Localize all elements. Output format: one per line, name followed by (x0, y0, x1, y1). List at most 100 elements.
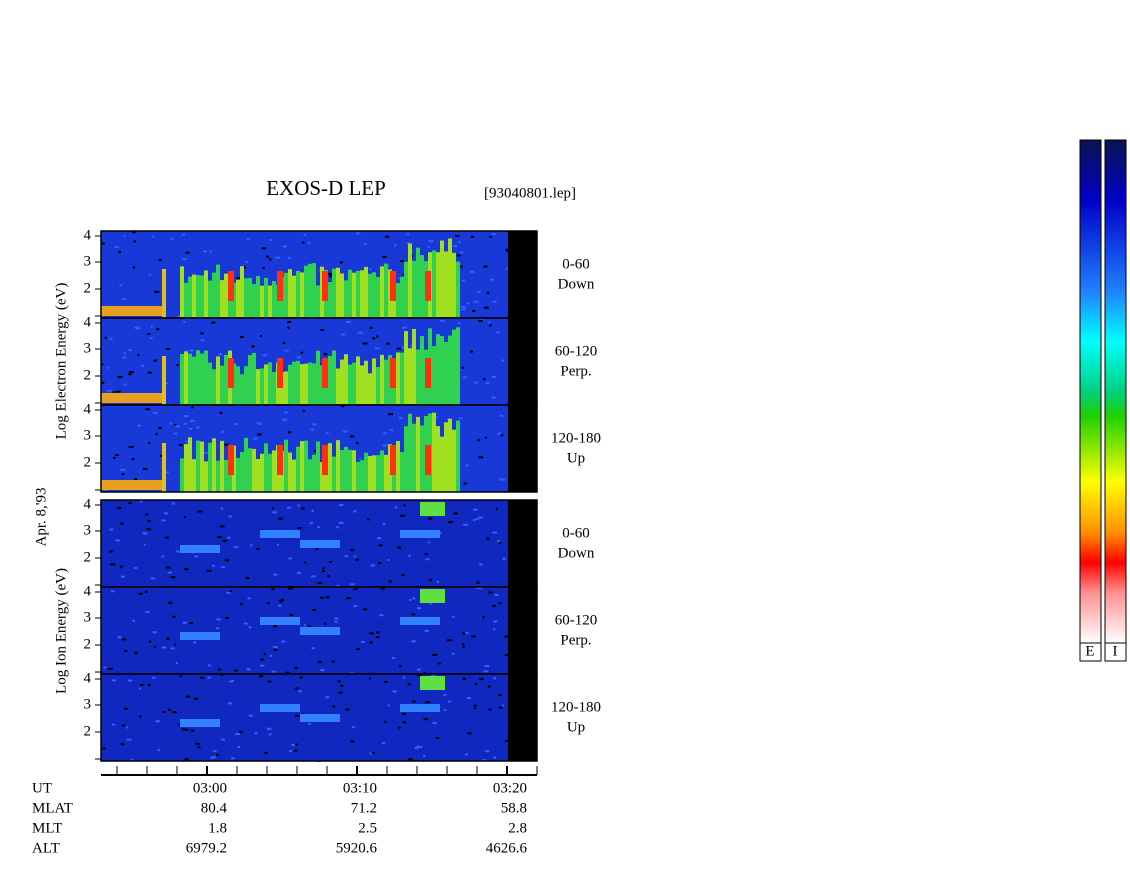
noise (376, 631, 380, 634)
flux (440, 436, 444, 492)
noise (311, 509, 315, 512)
flux (356, 356, 360, 405)
noise (120, 743, 125, 746)
noise (465, 464, 469, 467)
noise (103, 489, 108, 492)
noise (394, 506, 398, 509)
flux (304, 363, 308, 405)
noise (447, 700, 452, 703)
noise (121, 638, 127, 641)
noise (184, 728, 189, 731)
flux (328, 443, 332, 492)
noise (339, 261, 343, 264)
flux (180, 545, 220, 553)
noise (112, 391, 115, 394)
noise (245, 576, 250, 579)
noise (479, 587, 482, 590)
y-tick-label: 4 (84, 314, 92, 330)
noise (138, 592, 143, 595)
noise (371, 752, 375, 755)
noise (377, 537, 382, 540)
noise (158, 427, 162, 430)
noise (215, 627, 220, 630)
noise (462, 677, 467, 680)
noise (266, 255, 270, 258)
y-tick-label: 4 (84, 583, 92, 599)
flux (344, 354, 348, 405)
flux (368, 455, 372, 492)
noise (175, 425, 180, 428)
noise (183, 422, 187, 425)
noise (112, 456, 116, 459)
flux (300, 441, 304, 492)
noise (298, 690, 302, 693)
noise (101, 363, 104, 366)
flux (180, 458, 184, 492)
noise (501, 704, 504, 707)
noise (412, 597, 416, 600)
noise (476, 290, 481, 293)
flux (320, 461, 324, 492)
noise (109, 550, 113, 553)
noise (350, 740, 355, 743)
noise (473, 707, 476, 710)
noise (272, 646, 278, 649)
noise (217, 536, 222, 539)
noise (399, 665, 402, 668)
flux (212, 272, 216, 318)
noise (483, 306, 489, 309)
noise (166, 566, 171, 569)
noise (282, 341, 286, 344)
noise (402, 676, 405, 679)
flux (432, 346, 436, 405)
flux-peak (228, 271, 234, 301)
noise (341, 333, 346, 336)
noise (122, 356, 126, 359)
noise (181, 233, 186, 236)
noise (248, 714, 253, 717)
flux (284, 272, 288, 318)
flux (240, 374, 244, 405)
noise (472, 310, 476, 313)
title: EXOS-D LEP (266, 176, 386, 200)
noise (248, 626, 252, 629)
noise (436, 580, 439, 583)
noise (281, 640, 286, 643)
flux (372, 358, 376, 405)
noise (193, 697, 199, 700)
noise (369, 677, 372, 680)
noise (443, 694, 447, 697)
noise (467, 732, 472, 735)
noise (195, 742, 200, 745)
noise (300, 351, 304, 354)
flux (384, 454, 388, 492)
noise (139, 500, 143, 503)
row-label: UT (32, 780, 52, 796)
noise (478, 516, 483, 519)
flux (344, 280, 348, 318)
noise (399, 416, 403, 419)
noise (311, 609, 317, 612)
noise (334, 617, 339, 620)
pitch-range: 60-120 (555, 612, 598, 628)
noise (120, 575, 125, 578)
noise (406, 233, 410, 236)
noise (247, 597, 251, 600)
flux (436, 334, 440, 405)
flux (336, 440, 340, 492)
noise (323, 353, 328, 356)
noise (497, 694, 502, 697)
noise (120, 468, 126, 471)
flux (316, 441, 320, 492)
flux (312, 363, 316, 405)
noise (382, 255, 387, 258)
noise (224, 559, 230, 562)
noise (271, 670, 277, 673)
flux (368, 273, 372, 318)
flux-peak (228, 445, 234, 475)
flux-peak (425, 271, 431, 301)
noise (101, 242, 105, 245)
noise (498, 602, 502, 605)
noise (174, 424, 177, 427)
noise (321, 570, 325, 573)
